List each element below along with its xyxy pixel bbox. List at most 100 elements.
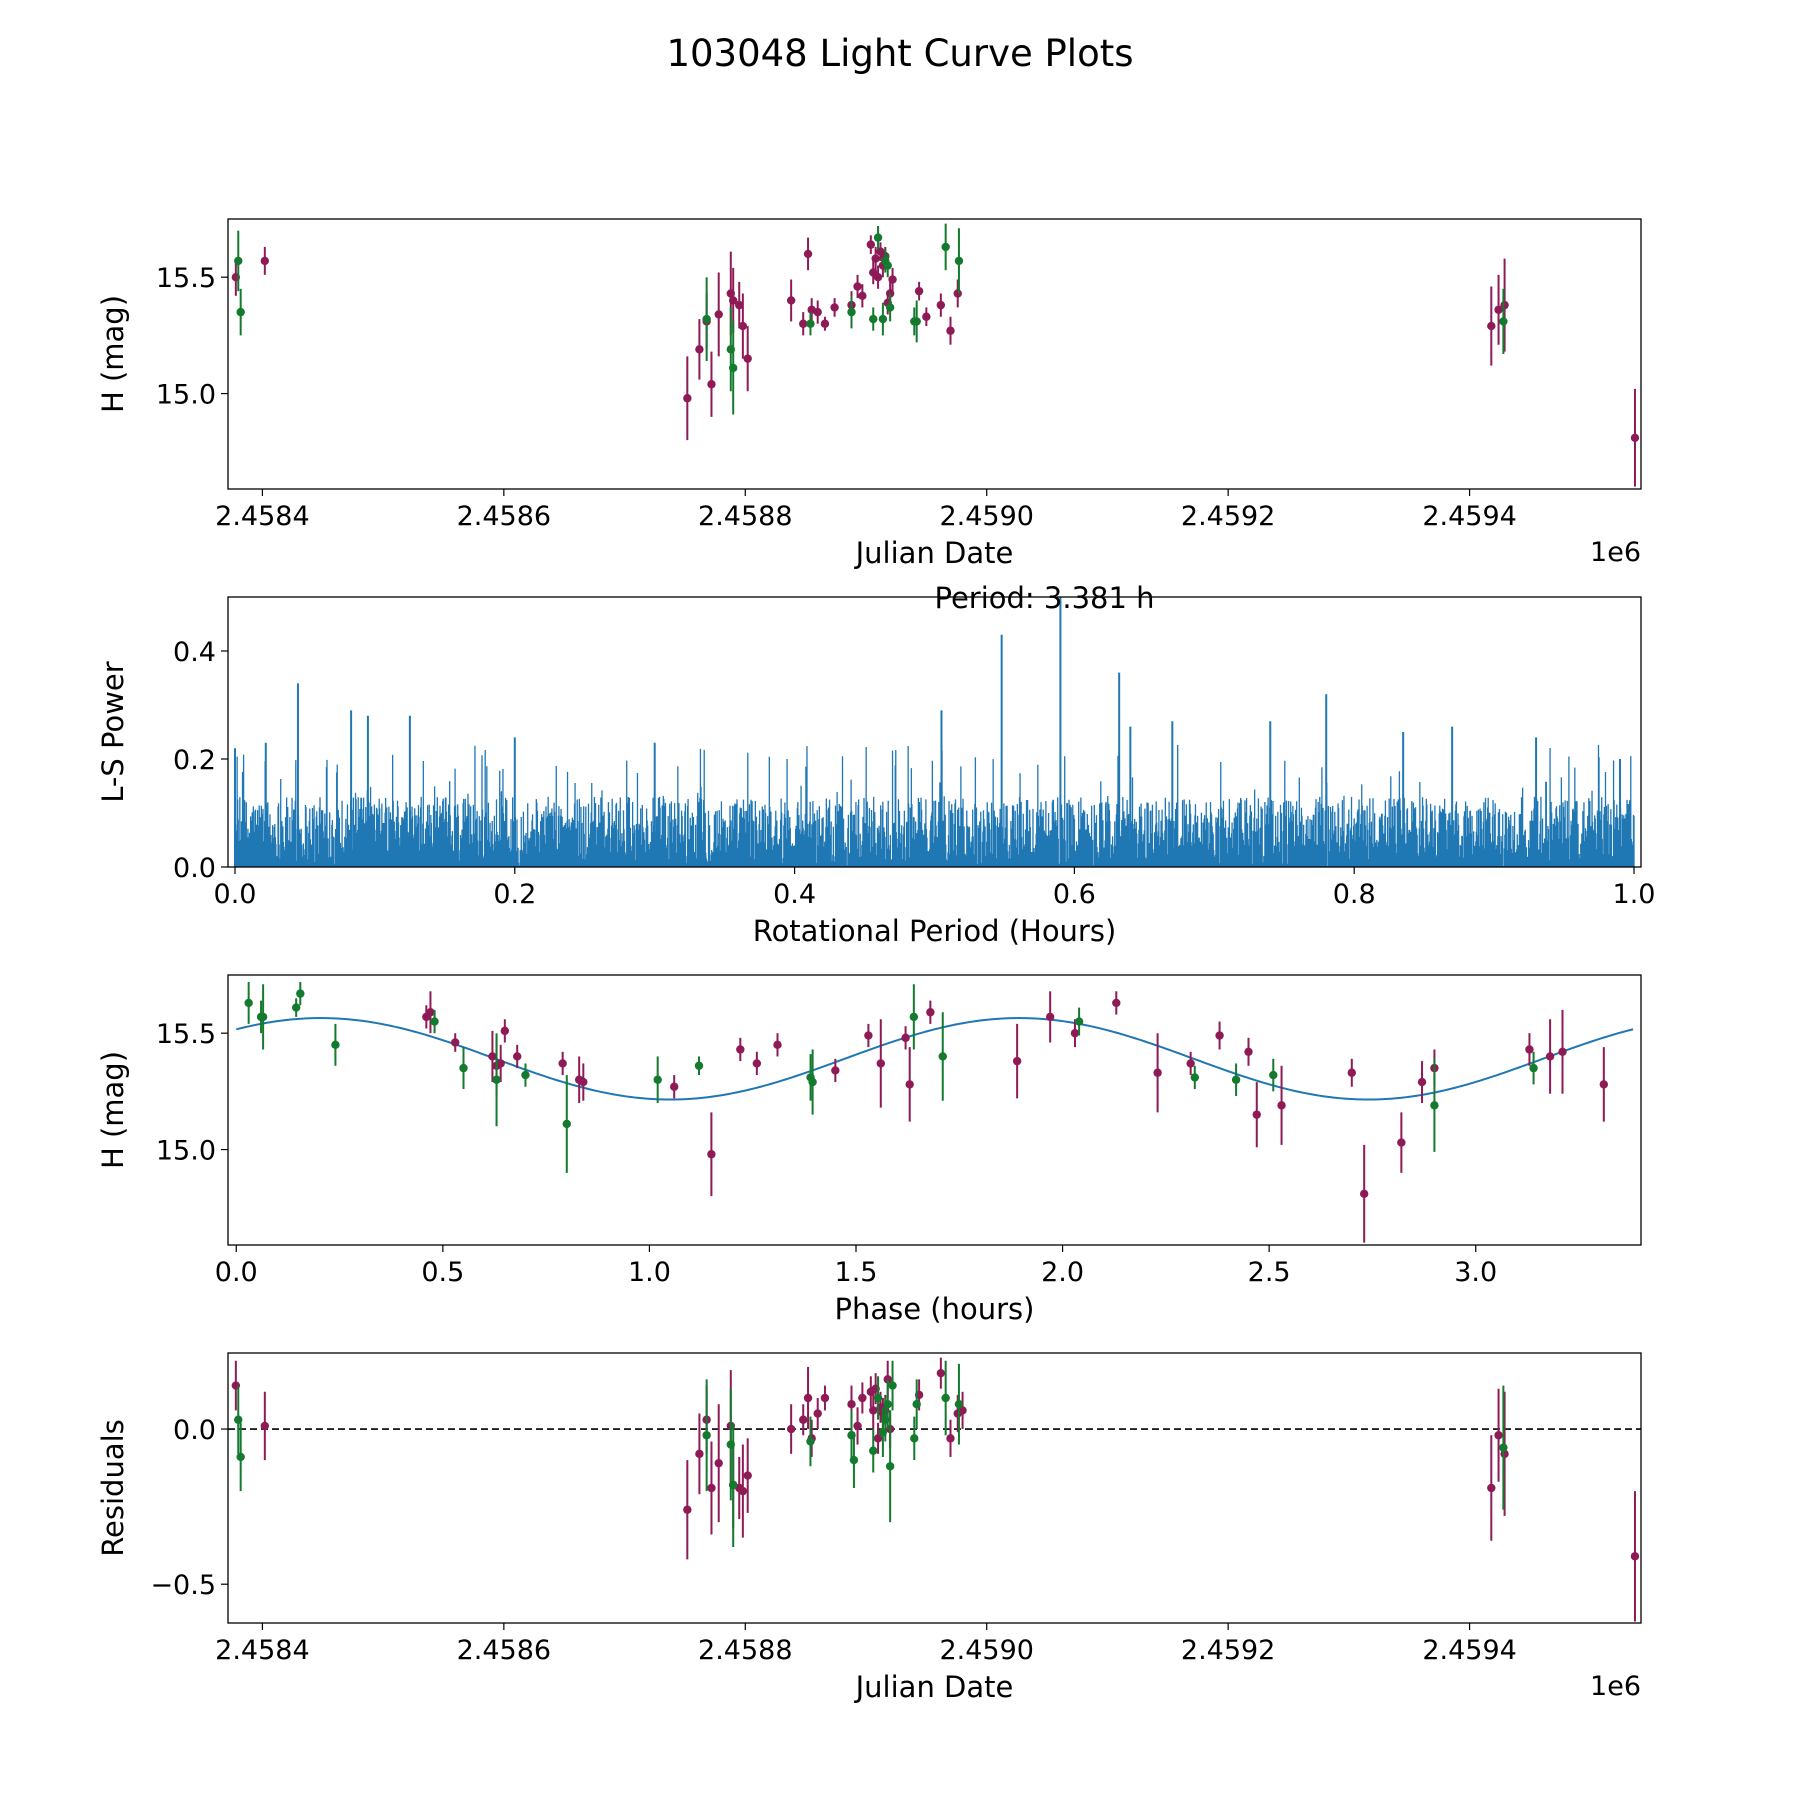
y-axis-label: Residuals (96, 1419, 130, 1557)
data-point (847, 307, 856, 317)
x-tick-label: 2.4588 (698, 1635, 792, 1666)
x-tick-label: 2.4584 (215, 501, 309, 532)
data-point (1499, 317, 1508, 326)
data-point (738, 1486, 748, 1496)
data-point (743, 354, 752, 363)
data-point (799, 1415, 808, 1424)
axes-frame (227, 974, 1642, 1246)
data-point (869, 1406, 878, 1415)
data-point (803, 249, 813, 259)
data-point (1430, 1101, 1439, 1110)
x-tick-label: 2.4594 (1422, 501, 1516, 532)
data-point (694, 1061, 704, 1070)
figure-title: 103048 Light Curve Plots (666, 32, 1133, 75)
data-point (1269, 1070, 1278, 1080)
x-tick-label: 2.5 (1248, 1257, 1291, 1288)
periodogram-group (233, 597, 1635, 867)
x-tick-label: 0.0 (215, 1257, 258, 1288)
x-axis-label: Rotational Period (Hours) (753, 914, 1117, 948)
data-point (1397, 1138, 1406, 1147)
x-axis-label: Phase (hours) (835, 1292, 1035, 1326)
data-point (946, 1434, 955, 1443)
data-point (853, 1421, 862, 1431)
data-point (786, 1424, 796, 1434)
data-point (296, 989, 305, 998)
y-axis-label: L-S Power (96, 661, 130, 802)
data-point (558, 1059, 567, 1068)
y-tick-label: 15.5 (156, 263, 216, 294)
data-point (820, 1393, 830, 1403)
x-tick-label: 3.0 (1454, 1257, 1497, 1288)
data-point (885, 289, 895, 298)
x-tick-label: 0.6 (1053, 879, 1096, 910)
data-point (883, 261, 892, 270)
axes-frame (227, 1352, 1642, 1624)
x-tick-label: 0.2 (493, 879, 536, 910)
data-point (562, 1119, 571, 1129)
data-point (1215, 1031, 1224, 1040)
y-tick-label: 0.4 (173, 637, 216, 668)
data-point (953, 289, 962, 298)
data-point (735, 300, 744, 310)
data-point (1494, 1431, 1503, 1440)
data-point (234, 1415, 243, 1424)
y-tick-label: 15.0 (156, 1136, 216, 1167)
data-point (888, 275, 897, 284)
data-point (1525, 1045, 1534, 1054)
data-point (496, 1059, 505, 1068)
x-tick-label: 2.4586 (457, 1635, 551, 1666)
data-point (1186, 1059, 1195, 1068)
axes-frame (227, 596, 1642, 868)
data-point (1630, 433, 1640, 442)
fit-group (236, 1017, 1634, 1101)
data-point (736, 1045, 745, 1054)
data-point (773, 1040, 782, 1050)
x-axis-label: Julian Date (854, 1670, 1014, 1704)
data-point (1074, 1017, 1084, 1026)
data-point (1277, 1101, 1286, 1110)
data-point (905, 1080, 914, 1089)
data-point (806, 319, 815, 328)
x-tick-label: 0.4 (773, 879, 816, 910)
x-offset-text: 1e6 (1590, 537, 1641, 568)
x-tick-label: 2.4590 (939, 501, 1033, 532)
data-point (1487, 1483, 1496, 1493)
panel-folded: 0.0 0.5 1.0 1.5 2.0 2.5 3.0 15.0 15.5 Phase (hour… (96, 974, 1642, 1326)
data-point (830, 303, 839, 312)
data-point (799, 319, 808, 328)
data-point (707, 1483, 716, 1493)
data-point (912, 1400, 921, 1409)
data-point (714, 1458, 723, 1468)
data-point (1153, 1068, 1162, 1077)
series-green (244, 981, 1538, 1173)
data-point (873, 233, 883, 242)
x-tick-label: 1.0 (1613, 879, 1656, 910)
data-point (430, 1017, 439, 1026)
data-point (803, 1393, 813, 1403)
x-tick-label: 2.4592 (1181, 501, 1275, 532)
data-point (1599, 1080, 1609, 1089)
data-point (901, 1033, 910, 1043)
data-point (513, 1052, 522, 1061)
data-point (954, 1400, 964, 1409)
data-point (869, 1446, 878, 1455)
data-point (910, 1434, 919, 1443)
data-point (849, 1455, 859, 1465)
data-point (707, 1150, 716, 1159)
data-point (786, 296, 796, 305)
data-point (926, 1008, 935, 1017)
data-point (500, 1026, 510, 1036)
data-point (866, 240, 876, 249)
data-point (459, 1063, 468, 1073)
data-point (1494, 305, 1503, 314)
data-point (729, 1480, 738, 1490)
x-tick-label: 0.0 (214, 879, 257, 910)
panel-residuals: 2.4584 2.4586 2.4588 2.4590 2.4592 2.4594 −0.5… (96, 1352, 1642, 1704)
x-tick-label: 2.4588 (698, 501, 792, 532)
data-point (869, 314, 878, 324)
data-point (922, 312, 931, 321)
data-point (695, 345, 704, 354)
data-point (806, 1437, 815, 1446)
data-point (1012, 1056, 1022, 1066)
data-point (1359, 1189, 1369, 1198)
